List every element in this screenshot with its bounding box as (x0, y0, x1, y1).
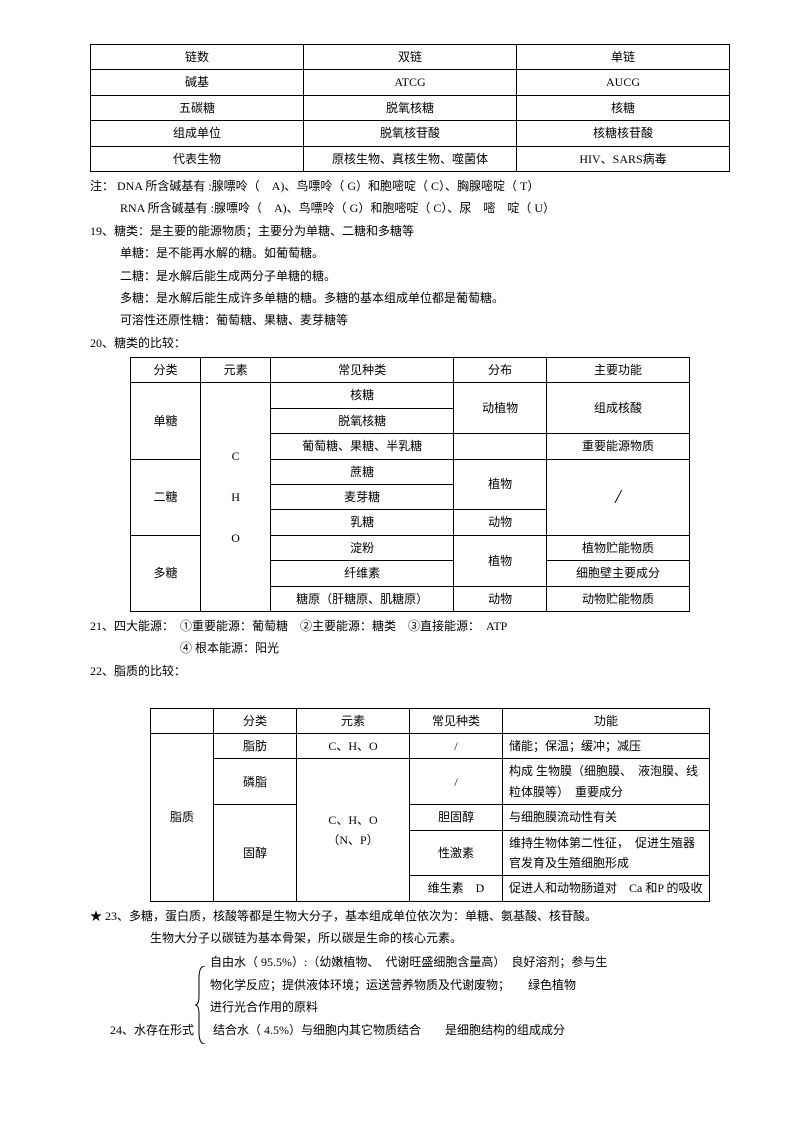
cell: 糖原（肝糖原、肌糖原） (271, 586, 454, 611)
cell: HIV、SARS病毒 (517, 146, 730, 171)
cell: C、H、O （N、P） (297, 759, 410, 901)
cell: 核糖核苷酸 (517, 121, 730, 146)
item-19c: 多糖：是水解后能生成许多单糖的糖。多糖的基本组成单位都是葡萄糖。 (60, 288, 740, 308)
cell: 代表生物 (91, 146, 304, 171)
th: 元素 (201, 358, 271, 383)
cell: 组成核酸 (547, 383, 690, 434)
cell: 单链 (517, 45, 730, 70)
item-23b: 生物大分子以碳链为基本骨架，所以碳是生命的核心元素。 (60, 928, 740, 948)
th: 功能 (503, 708, 710, 733)
th: 常见种类 (271, 358, 454, 383)
cell: 脱氧核糖 (271, 408, 454, 433)
cell: 与细胞膜流动性有关 (503, 805, 710, 830)
cell: 脱氧核糖 (304, 95, 517, 120)
cell: 蔗糖 (271, 459, 454, 484)
cell: 麦芽糖 (271, 485, 454, 510)
th: 分布 (454, 358, 547, 383)
cell: 细胞壁主要成分 (547, 561, 690, 586)
cell: 链数 (91, 45, 304, 70)
cell: 淀粉 (271, 535, 454, 560)
cat: 二糖 (131, 459, 201, 535)
item-23: ★ 23、多糖，蛋白质，核酸等都是生物大分子，基本组成单位依次为：单糖、氨基酸、… (60, 906, 740, 926)
cell: 固醇 (214, 805, 297, 902)
cell: 碱基 (91, 70, 304, 95)
item-19: 19、糖类：是主要的能源物质；主要分为单糖、二糖和多糖等 (60, 221, 740, 241)
cell: 构成 生物膜（细胞膜、 液泡膜、线粒体膜等） 重要成分 (503, 759, 710, 805)
cell: 乳糖 (271, 510, 454, 535)
cell: 动物 (454, 586, 547, 611)
lipid-table: 分类 元素 常见种类 功能 脂质 脂肪 C、H、O / 储能；保温；缓冲；减压 … (150, 708, 710, 902)
slash-icon: / (547, 459, 690, 535)
cell: 磷脂 (214, 759, 297, 805)
bound-water: 结合水（ 4.5%）与细胞内其它物质结合 是细胞结构的组成成分 (213, 1023, 565, 1037)
cell: 脂肪 (214, 733, 297, 758)
cell: 脱氧核苷酸 (304, 121, 517, 146)
item-19b: 二糖：是水解后能生成两分子单糖的糖。 (60, 266, 740, 286)
item-21b: ④ 根本能源：阳光 (60, 638, 740, 658)
item-20: 20、糖类的比较： (60, 333, 740, 353)
th: 分类 (131, 358, 201, 383)
cell (454, 434, 547, 459)
cell: AUCG (517, 70, 730, 95)
item-19a: 单糖：是不能再水解的糖。如葡萄糖。 (60, 243, 740, 263)
cell: 胆固醇 (410, 805, 503, 830)
cell: 维持生物体第二性征， 促进生殖器官发育及生殖细胞形成 (503, 830, 710, 876)
nucleic-acid-table: 链数双链单链 碱基ATCGAUCG 五碳糖脱氧核糖核糖 组成单位脱氧核苷酸核糖核… (90, 44, 730, 172)
cat: 脂质 (151, 733, 214, 901)
cell: 动物 (454, 510, 547, 535)
cat: 多糖 (131, 535, 201, 611)
cell: 葡萄糖、果糖、半乳糖 (271, 434, 454, 459)
th: 元素 (297, 708, 410, 733)
th: 主要功能 (547, 358, 690, 383)
cell: 重要能源物质 (547, 434, 690, 459)
note-dna: 注： DNA 所含碱基有 :腺嘌呤（ A)、鸟嘌呤（ G）和胞嘧啶（ C）、胸腺… (60, 176, 740, 196)
th (151, 708, 214, 733)
cell: 植物 (454, 535, 547, 586)
cell: 动物贮能物质 (547, 586, 690, 611)
cell: 维生素 D (410, 876, 503, 901)
cell: 性激素 (410, 830, 503, 876)
cell: 纤维素 (271, 561, 454, 586)
cell: C、H、O (297, 733, 410, 758)
cell: 组成单位 (91, 121, 304, 146)
cat: 单糖 (131, 383, 201, 459)
th: 常见种类 (410, 708, 503, 733)
sugar-table: 分类 元素 常见种类 分布 主要功能 单糖 C H O 核糖 动植物 组成核酸 … (130, 357, 690, 612)
cell: 动植物 (454, 383, 547, 434)
cell: / (410, 759, 503, 805)
note-rna: RNA 所含碱基有 :腺嘌呤（ A)、鸟嘌呤（ G）和胞嘧啶（ C）、尿 嘧 啶… (60, 198, 740, 218)
th: 分类 (214, 708, 297, 733)
cell: 核糖 (517, 95, 730, 120)
item-19d: 可溶性还原性糖：葡萄糖、果糖、麦芽糖等 (60, 310, 740, 330)
cell: 原核生物、真核生物、噬菌体 (304, 146, 517, 171)
cell: 核糖 (271, 383, 454, 408)
cell: 植物贮能物质 (547, 535, 690, 560)
cell: 储能；保温；缓冲；减压 (503, 733, 710, 758)
cell: / (410, 733, 503, 758)
cell: ATCG (304, 70, 517, 95)
cell: 促进人和动物肠道对 Ca 和P 的吸收 (503, 876, 710, 901)
cell: 五碳糖 (91, 95, 304, 120)
item-21: 21、四大能源： ①重要能源：葡萄糖 ②主要能源：糖类 ③直接能源： ATP (60, 616, 740, 636)
cell: 双链 (304, 45, 517, 70)
elem: C H O (201, 383, 271, 612)
cell: 植物 (454, 459, 547, 510)
item-22: 22、脂质的比较： (60, 661, 740, 681)
brace-icon (195, 966, 209, 1050)
